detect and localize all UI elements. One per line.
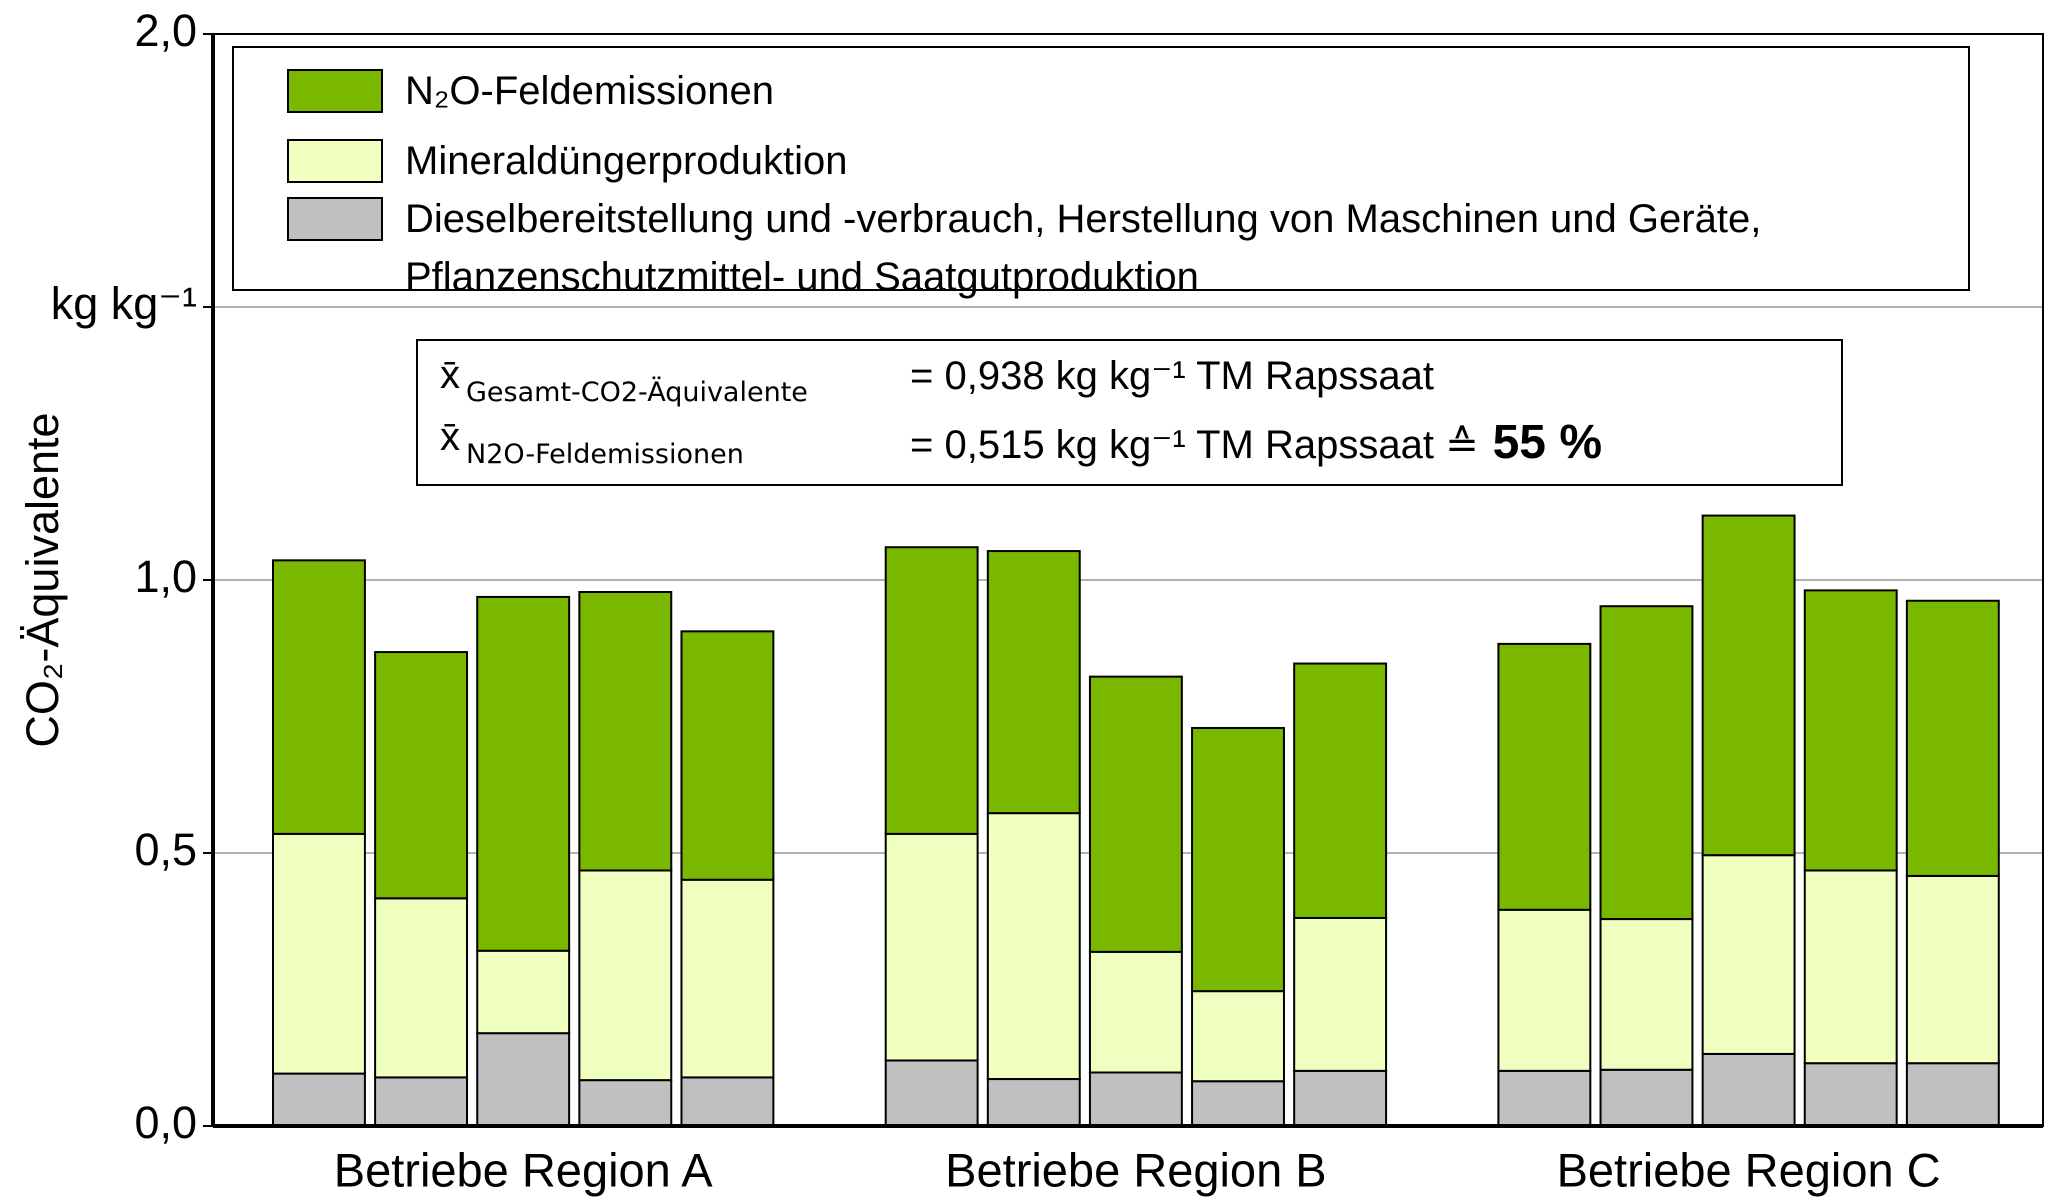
bar-segment [1293,662,1388,919]
y-tick-label: 1,0 [134,551,197,602]
bar-segment [1701,854,1796,1055]
y-tick-label: 2,0 [134,5,197,56]
bar-segment [1905,1062,2000,1127]
bar-segment [374,651,469,900]
bar-segment [1497,908,1592,1072]
bar-segment [1905,874,2000,1065]
bar-segment [1497,1069,1592,1128]
annotation-symbol: x̄ [440,415,460,459]
legend-swatch [287,197,383,241]
x-group-label: Betriebe Region B [945,1143,1326,1196]
bar-segment [884,1059,979,1127]
bar-segment [1191,1080,1285,1128]
bar-segment [884,546,979,835]
legend-label: N₂O-Feldemissionen [405,69,774,113]
bar-segment [1803,869,1898,1065]
bar-segment [374,897,469,1079]
bar-segment [986,550,1081,815]
bar-segment [986,1078,1081,1127]
bar-segment [578,869,673,1082]
bar-segment [680,1076,775,1128]
annotation-value: = 0,938 kg kg⁻¹ TM Rapssaat [910,354,1434,398]
bar-segment [578,1079,673,1127]
annotation-text: = 0,515 kg kg⁻¹ TM Rapssaat ≙ 55 % [910,415,1602,470]
bar-segment [1803,589,1898,872]
annotation-box: x̄ Gesamt-CO2-Äquivalente = 0,938 kg kg⁻¹ … [416,339,1843,486]
bar-segment [476,1032,571,1128]
x-group-label: Betriebe Region A [334,1143,714,1196]
bar-segment [884,832,979,1062]
legend-swatch [287,69,383,113]
bar-segment [476,949,571,1035]
y-tick-label: kg kg⁻¹ [51,278,197,329]
y-tick-label: 0,5 [134,824,197,875]
legend-label: Dieselbereitstellung und -verbrauch, Her… [405,197,1762,299]
annotation-subscript: N2O-Feldemissionen [466,439,744,470]
annotation-value: = 0,515 kg kg⁻¹ TM Rapssaat ≙ [910,423,1479,467]
bar-segment [1088,1071,1183,1127]
bar-segment [1701,514,1796,857]
bar-segment [1701,1052,1796,1127]
annotation-text: = 0,938 kg kg⁻¹ TM Rapssaat [910,353,1434,399]
bar-segment [1599,1068,1694,1127]
x-group-label: Betriebe Region C [1557,1143,1941,1196]
bar-segment [272,832,366,1075]
bar-segment [1803,1062,1898,1127]
bar-segment [1293,916,1388,1072]
bar-segment [1088,675,1183,953]
bar-segment [1293,1069,1388,1128]
annotation-emphasis: 55 % [1492,416,1602,469]
bar-segment [986,812,1081,1081]
bar-segment [578,591,673,872]
legend: N₂O-Feldemissionen Mineraldüngerproduktio… [232,46,1970,299]
annotation-symbol: x̄ [440,353,460,397]
y-tick-label: 0,0 [134,1097,197,1148]
bar-segment [1599,605,1694,921]
bar-segment [1191,990,1285,1083]
legend-swatch [287,139,383,183]
bar-segment [272,1072,366,1127]
bar-segment [476,595,571,952]
bar-segment [1191,726,1285,993]
bar-segment [272,559,366,835]
bar-segment [1599,918,1694,1071]
y-axis-label: CO₂-Äquivalente [17,412,68,747]
bar-segment [374,1076,469,1128]
bar-segment [680,630,775,881]
annotation-subscript: Gesamt-CO2-Äquivalente [466,377,808,408]
legend-label: Mineraldüngerproduktion [405,139,848,183]
bar-segment [1905,599,2000,877]
bar-segment [680,878,775,1079]
bar-segment [1497,642,1592,911]
bar-segment [1088,950,1183,1074]
